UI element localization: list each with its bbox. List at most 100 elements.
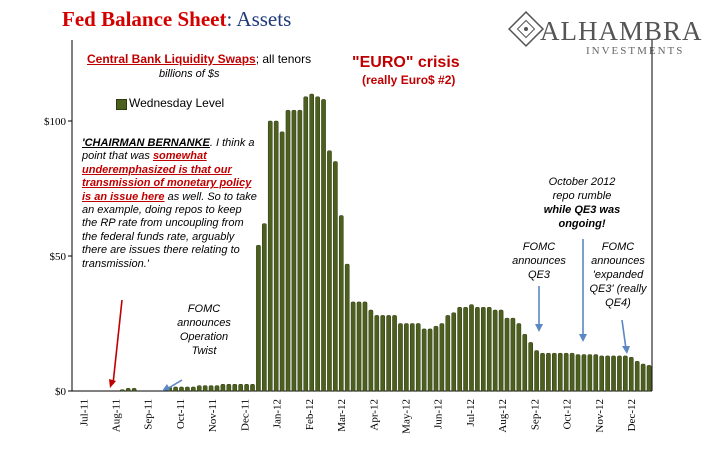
qe4-annotation: FOMC announces 'expanded QE3' (really QE… <box>585 240 651 310</box>
y-tick-label: $50 <box>50 251 67 263</box>
quote-speaker: 'CHAIRMAN BERNANKE <box>82 137 210 149</box>
bar <box>640 363 646 392</box>
oct-line-3: while QE3 was <box>543 204 621 216</box>
oct-line-1: October 2012 <box>548 176 616 188</box>
bar <box>356 301 362 392</box>
twist-line-1: FOMC <box>187 303 221 315</box>
bar <box>557 352 563 392</box>
bar <box>262 223 267 392</box>
x-tick-label: Oct-11 <box>175 399 187 429</box>
x-tick-label: Apr-12 <box>368 399 380 431</box>
bar <box>581 354 587 392</box>
bar <box>605 355 610 392</box>
x-tick-label: Jun-12 <box>433 399 445 429</box>
red-arrow-head <box>109 379 116 388</box>
bar <box>374 315 380 392</box>
bar <box>415 323 421 392</box>
twist-arrow-head <box>162 384 170 391</box>
x-tick-label: Dec-11 <box>239 399 251 431</box>
bar <box>386 315 391 392</box>
qe3-line-3: QE3 <box>527 269 550 281</box>
chart-title-rest: : Assets <box>226 7 292 31</box>
bar <box>611 355 616 392</box>
bar <box>125 388 131 392</box>
bar <box>593 354 599 392</box>
bar <box>546 352 551 392</box>
bar <box>634 361 640 392</box>
x-tick-label: Jul-11 <box>78 399 90 426</box>
x-tick-label: Sep-12 <box>529 399 541 430</box>
bar <box>196 385 202 392</box>
october-repo-annotation: October 2012 repo rumble while QE3 was o… <box>537 175 627 231</box>
x-tick-label: Nov-12 <box>594 399 606 433</box>
bar <box>256 244 261 392</box>
x-tick-label: Sep-11 <box>143 399 155 430</box>
bar <box>463 307 468 392</box>
red-arrow <box>112 299 123 385</box>
legend-swatch <box>116 99 127 110</box>
bar <box>433 325 439 392</box>
bar <box>327 150 332 392</box>
quote-part1: . I think a point that was <box>82 137 255 163</box>
quote-part2: as well. So to take an example, doing re… <box>82 190 257 270</box>
bar <box>214 385 220 392</box>
bernanke-quote: 'CHAIRMAN BERNANKE. I think a point that… <box>82 137 257 271</box>
bar <box>457 307 462 392</box>
x-tick-label: Nov-11 <box>207 399 219 432</box>
bar <box>563 352 569 392</box>
bar <box>516 323 522 392</box>
bar <box>421 328 427 392</box>
bar <box>279 131 285 392</box>
bar <box>646 365 652 392</box>
bar <box>191 386 196 392</box>
arrows <box>109 239 630 391</box>
bar <box>427 328 433 392</box>
bar <box>439 323 445 392</box>
x-tick-label: Aug-11 <box>111 399 123 432</box>
x-tick-label: Jan-12 <box>272 399 284 428</box>
bar <box>250 384 255 392</box>
bar <box>338 215 344 392</box>
x-tick-label: Jul-12 <box>465 399 477 427</box>
bar <box>617 355 622 392</box>
logo-name: ALHAMBRA <box>540 16 703 46</box>
bar <box>267 120 273 392</box>
bar <box>273 120 279 392</box>
bar <box>238 384 243 392</box>
bar <box>291 109 297 392</box>
bar <box>534 350 539 392</box>
bar <box>587 354 593 392</box>
quote-highlight: somewhat underemphasized is that our tra… <box>82 150 252 203</box>
twist-line-4: Twist <box>191 345 217 357</box>
bar <box>569 352 575 392</box>
bar <box>173 386 178 392</box>
bar <box>392 315 397 392</box>
y-tick-label: $0 <box>55 386 67 398</box>
chart-title-main: Fed Balance Sheet <box>62 7 227 31</box>
bar <box>398 323 403 392</box>
qe4-line-5: QE4) <box>605 297 631 309</box>
qe4-line-2: announces <box>591 255 645 267</box>
bar <box>498 309 504 392</box>
series-tenors: ; all tenors <box>255 52 312 66</box>
bar <box>368 309 374 392</box>
bar <box>409 323 415 392</box>
twist-line-2: announces <box>177 317 231 329</box>
oct-line-2: repo rumble <box>552 190 612 202</box>
bar <box>552 352 557 392</box>
bar <box>623 355 628 392</box>
bar <box>119 389 125 392</box>
bar <box>599 355 605 392</box>
qe3-line-2: announces <box>512 255 566 267</box>
bar <box>380 315 386 392</box>
bar <box>575 354 581 392</box>
bar <box>226 384 232 392</box>
chart-title: Fed Balance Sheet: Assets <box>62 7 291 32</box>
x-tick-label: Feb-12 <box>304 399 316 430</box>
oct-line-4: ongoing! <box>558 218 606 230</box>
bar <box>244 384 249 392</box>
x-tick-label: Oct-12 <box>562 399 574 430</box>
bar <box>486 307 492 392</box>
qe3-line-1: FOMC <box>522 241 556 253</box>
